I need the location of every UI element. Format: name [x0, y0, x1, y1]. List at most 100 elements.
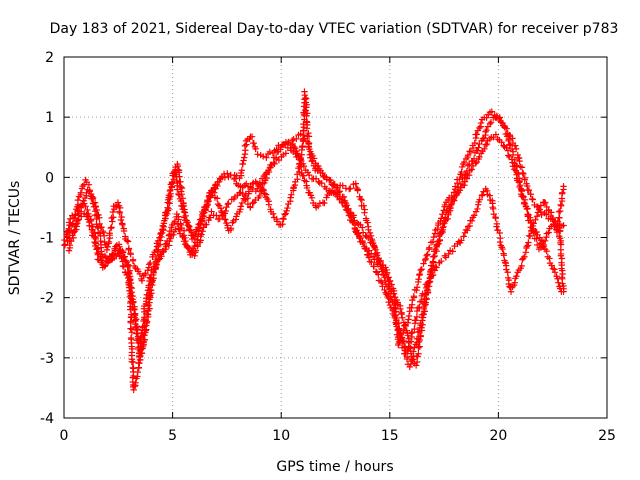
- data-point: [237, 169, 245, 177]
- data-point: [439, 211, 446, 218]
- data-point: [249, 200, 256, 207]
- data-point: [180, 208, 188, 216]
- data-point: [132, 379, 139, 386]
- data-point: [556, 207, 564, 215]
- data-point: [290, 143, 298, 151]
- data-point: [465, 171, 473, 179]
- data-point: [224, 201, 232, 208]
- data-point: [409, 356, 416, 363]
- data-point: [542, 199, 549, 207]
- data-point: [222, 207, 229, 215]
- data-point: [268, 161, 276, 168]
- data-point: [460, 233, 467, 240]
- data-point: [519, 169, 526, 177]
- data-point: [496, 238, 504, 246]
- data-point: [368, 259, 375, 266]
- data-point: [198, 231, 205, 238]
- data-point: [534, 203, 542, 211]
- data-point: [410, 292, 418, 300]
- data-point: [259, 153, 267, 160]
- data-point: [519, 255, 527, 262]
- data-point: [401, 322, 408, 330]
- y-tick-label: -3: [40, 351, 54, 367]
- data-point: [434, 225, 441, 233]
- data-point: [103, 246, 111, 254]
- data-point: [408, 357, 415, 365]
- data-point: [275, 156, 283, 164]
- data-point: [206, 193, 214, 200]
- data-point: [441, 220, 448, 227]
- x-tick-labels: 0 5 10 15 20 25: [60, 428, 616, 444]
- data-point: [119, 254, 127, 261]
- data-point: [341, 203, 349, 211]
- data-point: [560, 222, 567, 229]
- data-point: [359, 237, 366, 245]
- data-point: [256, 179, 264, 186]
- data-point: [147, 275, 154, 282]
- data-point: [273, 218, 281, 225]
- data-point: [406, 363, 413, 371]
- data-point: [265, 168, 273, 176]
- data-point: [255, 182, 262, 190]
- data-point: [116, 243, 123, 250]
- data-point: [452, 183, 459, 190]
- data-point: [482, 141, 489, 148]
- data-point: [175, 216, 182, 223]
- data-point: [165, 205, 172, 213]
- data-point: [524, 205, 531, 212]
- data-point: [476, 196, 483, 203]
- data-point: [492, 114, 500, 122]
- data-point: [449, 248, 456, 255]
- data-point: [192, 230, 199, 238]
- data-point: [208, 192, 215, 199]
- data-point: [421, 290, 429, 297]
- data-point: [112, 245, 120, 252]
- data-point: [448, 200, 455, 208]
- data-point: [426, 244, 433, 251]
- data-point: [299, 142, 306, 150]
- data-point: [279, 221, 286, 228]
- data-point: [260, 186, 268, 194]
- data-point: [410, 348, 417, 355]
- data-point: [66, 235, 73, 242]
- data-point: [408, 330, 415, 337]
- data-point: [129, 358, 137, 366]
- data-point: [126, 287, 133, 295]
- data-point: [197, 216, 204, 223]
- data-point: [516, 157, 523, 165]
- data-point: [166, 195, 173, 203]
- data-point: [71, 226, 78, 234]
- data-point: [74, 196, 82, 204]
- data-point: [107, 224, 115, 232]
- data-point: [360, 202, 367, 209]
- data-point: [118, 253, 125, 260]
- data-point: [492, 131, 500, 138]
- data-point: [240, 195, 247, 202]
- data-point: [537, 208, 545, 216]
- data-point: [69, 212, 76, 219]
- data-point: [416, 324, 424, 332]
- data-point: [93, 246, 100, 253]
- y-tick-label: -2: [40, 291, 54, 307]
- data-point: [65, 225, 73, 232]
- data-point: [525, 239, 532, 246]
- data-point: [487, 119, 495, 126]
- x-tick-label: 25: [598, 428, 616, 444]
- data-point: [124, 238, 132, 245]
- data-point: [239, 160, 247, 168]
- data-point: [177, 178, 184, 185]
- data-point: [347, 185, 354, 192]
- data-point: [323, 176, 330, 183]
- data-point: [480, 134, 488, 142]
- data-point: [411, 344, 418, 351]
- data-point: [288, 191, 295, 198]
- data-point: [420, 311, 427, 318]
- data-point: [175, 225, 182, 232]
- data-point: [200, 206, 208, 214]
- data-point: [438, 230, 445, 237]
- data-point: [476, 153, 483, 161]
- data-point: [412, 317, 419, 324]
- data-point: [92, 203, 99, 211]
- data-point: [155, 256, 163, 263]
- data-point: [208, 208, 215, 215]
